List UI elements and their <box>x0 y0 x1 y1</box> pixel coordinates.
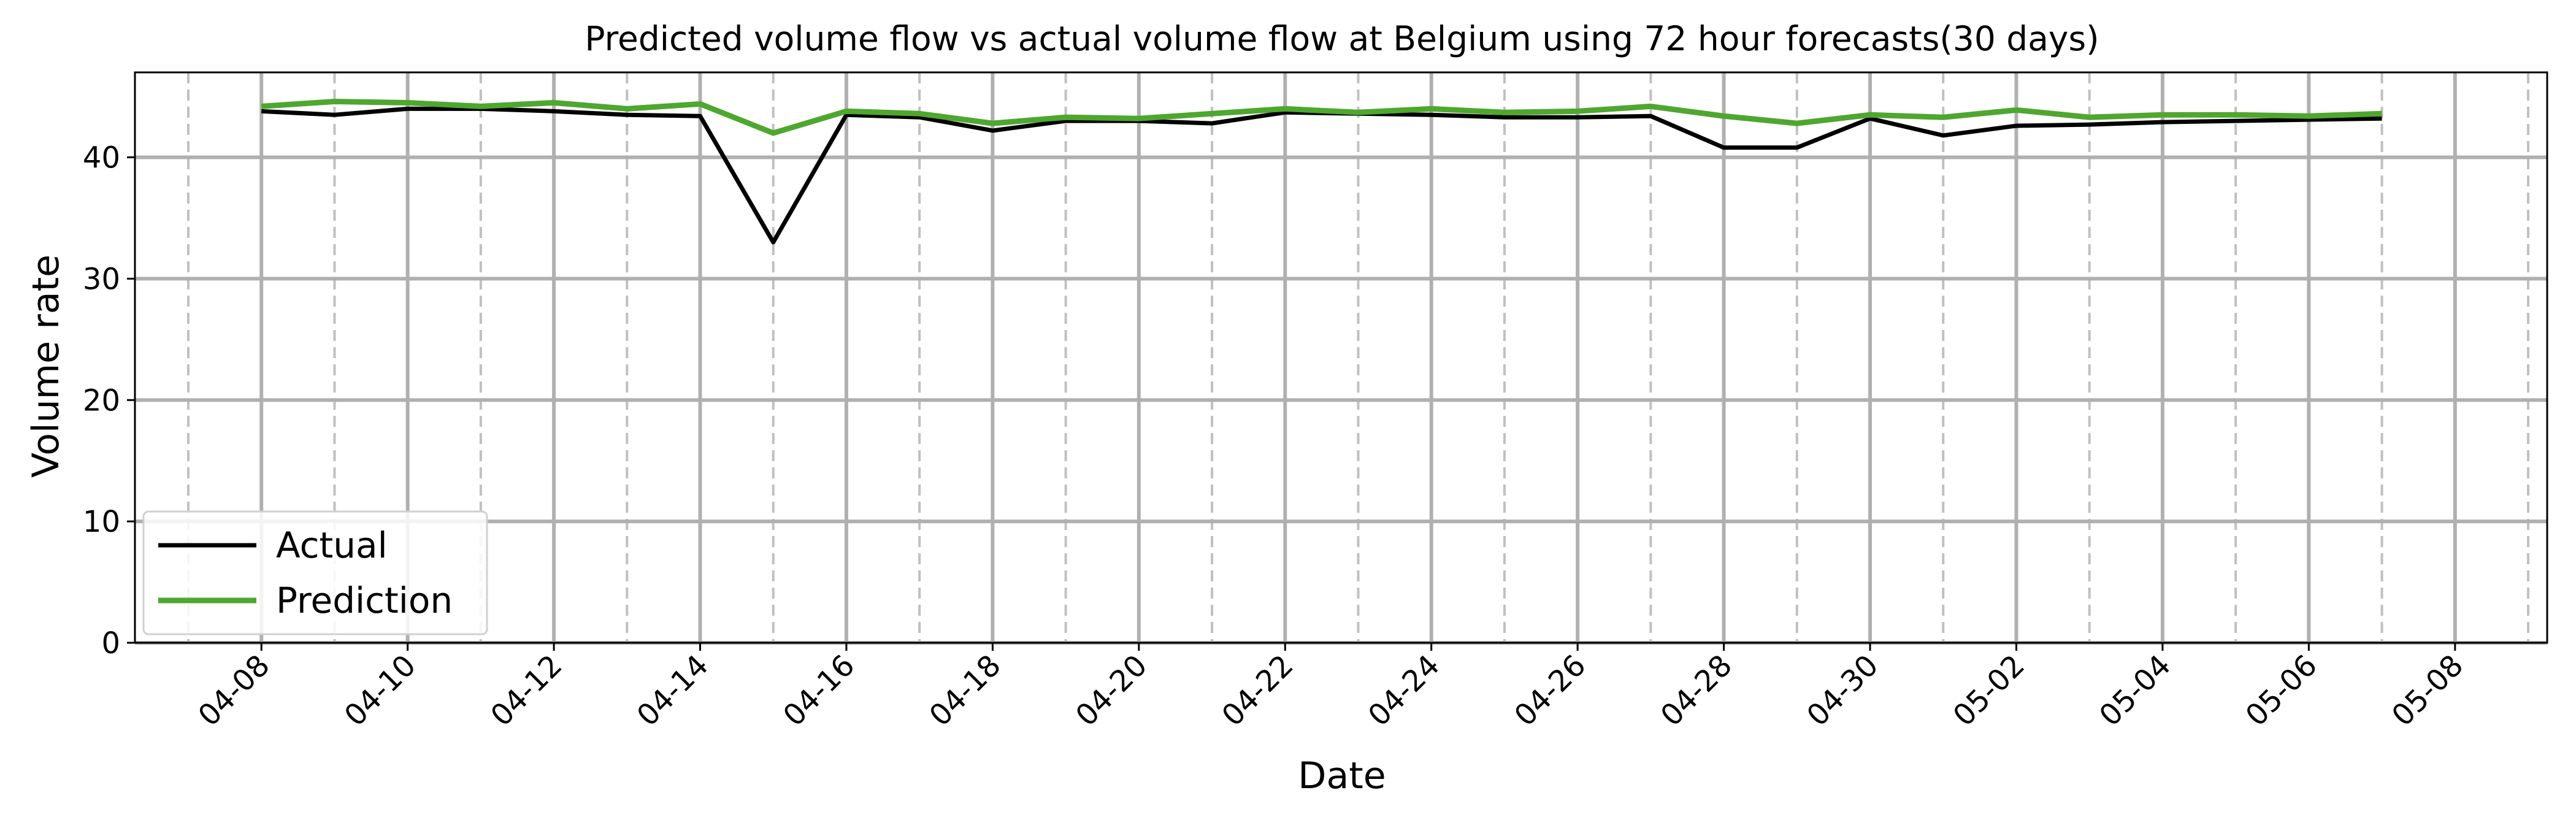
x-tick-label: 04-12 <box>484 648 569 733</box>
x-tick-label: 04-28 <box>1654 648 1739 733</box>
x-tick-label: 04-30 <box>1800 648 1885 733</box>
x-tick-label: 04-20 <box>1069 648 1154 733</box>
data-line <box>261 98 2382 136</box>
plot-frame <box>134 71 2548 644</box>
legend-label: Prediction <box>276 580 453 621</box>
y-tick-label: 40 <box>83 141 120 175</box>
y-tick-label: 10 <box>83 505 120 539</box>
chart-title: Predicted volume flow vs actual volume f… <box>585 19 2099 58</box>
x-tick-label: 05-02 <box>1947 648 2031 733</box>
y-tick-label: 30 <box>83 262 120 296</box>
y-axis-label: Volume rate <box>25 255 67 478</box>
legend-label: Actual <box>276 524 388 566</box>
y-tick-label: 0 <box>101 626 120 661</box>
y-tick-label: 20 <box>83 383 120 418</box>
x-tick-label: 04-16 <box>776 648 861 733</box>
x-tick-label: 04-24 <box>1362 648 1446 733</box>
data-line <box>261 106 2382 245</box>
x-tick-label: 04-18 <box>923 648 1008 733</box>
x-tick-label: 05-06 <box>2239 648 2324 733</box>
x-tick-label: 04-26 <box>1508 648 1592 733</box>
x-axis-label: Date <box>1298 754 1386 797</box>
x-tick-label: 04-08 <box>191 648 276 733</box>
x-tick-label: 05-08 <box>2385 648 2470 733</box>
x-tick-label: 04-22 <box>1216 648 1300 733</box>
x-tick-label: 05-04 <box>2093 648 2177 733</box>
x-tick-label: 04-10 <box>338 648 423 733</box>
legend-box <box>142 510 488 635</box>
x-tick-label: 04-14 <box>631 648 715 733</box>
